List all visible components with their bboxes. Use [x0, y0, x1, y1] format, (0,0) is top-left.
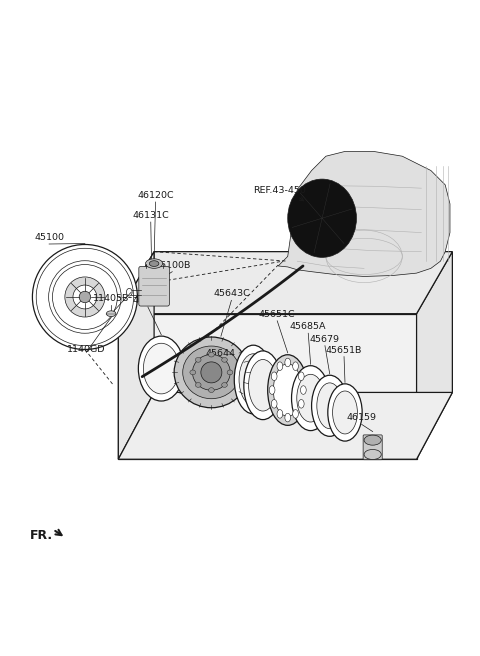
Ellipse shape [299, 400, 304, 408]
Polygon shape [417, 252, 452, 459]
Text: 45679: 45679 [310, 335, 340, 344]
Text: 45651B: 45651B [326, 346, 362, 355]
Polygon shape [118, 314, 417, 459]
Text: 46158: 46158 [133, 296, 163, 305]
Text: 45100: 45100 [34, 233, 64, 242]
Ellipse shape [138, 336, 184, 401]
Ellipse shape [285, 358, 290, 367]
Ellipse shape [195, 382, 201, 387]
Ellipse shape [149, 260, 159, 266]
Ellipse shape [277, 409, 283, 418]
Ellipse shape [271, 372, 277, 380]
FancyBboxPatch shape [139, 266, 169, 306]
Ellipse shape [65, 277, 105, 317]
Text: 45685A: 45685A [290, 322, 326, 331]
Text: 45643C: 45643C [213, 289, 250, 298]
Polygon shape [118, 252, 452, 314]
Ellipse shape [144, 343, 179, 394]
Ellipse shape [297, 375, 324, 422]
Text: 11405B: 11405B [93, 294, 129, 302]
Ellipse shape [268, 355, 308, 425]
Polygon shape [118, 392, 452, 459]
Ellipse shape [36, 249, 133, 346]
Ellipse shape [333, 391, 358, 434]
Ellipse shape [328, 384, 362, 441]
Ellipse shape [277, 362, 283, 371]
Ellipse shape [288, 179, 357, 257]
Ellipse shape [52, 264, 117, 329]
Ellipse shape [201, 362, 222, 383]
Text: 46131C: 46131C [132, 211, 169, 220]
Ellipse shape [190, 370, 196, 375]
Ellipse shape [300, 386, 306, 394]
Ellipse shape [293, 409, 299, 418]
Ellipse shape [183, 346, 240, 399]
Ellipse shape [285, 413, 290, 422]
Text: FR.: FR. [30, 529, 53, 542]
Ellipse shape [271, 400, 277, 408]
Ellipse shape [239, 354, 268, 405]
Text: 46159: 46159 [347, 413, 377, 422]
Ellipse shape [222, 382, 228, 387]
Ellipse shape [364, 449, 381, 459]
Ellipse shape [222, 358, 228, 362]
Ellipse shape [73, 285, 97, 309]
Ellipse shape [291, 365, 330, 430]
Text: 46120C: 46120C [137, 191, 174, 200]
Ellipse shape [145, 259, 163, 268]
Ellipse shape [208, 352, 214, 357]
Text: 1140GD: 1140GD [67, 345, 106, 354]
Ellipse shape [208, 388, 214, 392]
Text: 45644: 45644 [206, 349, 236, 358]
Text: REF.43-450: REF.43-450 [253, 186, 306, 195]
Polygon shape [278, 152, 450, 276]
Ellipse shape [269, 386, 275, 394]
Ellipse shape [317, 383, 343, 428]
Ellipse shape [234, 345, 273, 414]
Ellipse shape [33, 245, 137, 350]
FancyBboxPatch shape [363, 435, 382, 460]
Ellipse shape [107, 311, 116, 317]
Ellipse shape [274, 364, 302, 417]
Ellipse shape [299, 372, 304, 380]
Ellipse shape [126, 289, 132, 296]
Ellipse shape [174, 337, 249, 408]
Ellipse shape [195, 358, 201, 362]
Ellipse shape [293, 362, 299, 371]
Ellipse shape [249, 359, 277, 411]
Ellipse shape [192, 354, 230, 390]
Ellipse shape [48, 260, 121, 333]
Ellipse shape [364, 435, 381, 445]
Ellipse shape [312, 375, 348, 436]
Ellipse shape [244, 351, 282, 420]
Polygon shape [118, 252, 154, 459]
Text: 45651C: 45651C [259, 310, 296, 319]
Ellipse shape [227, 370, 233, 375]
Text: 46100B: 46100B [154, 261, 191, 270]
Ellipse shape [79, 291, 91, 302]
